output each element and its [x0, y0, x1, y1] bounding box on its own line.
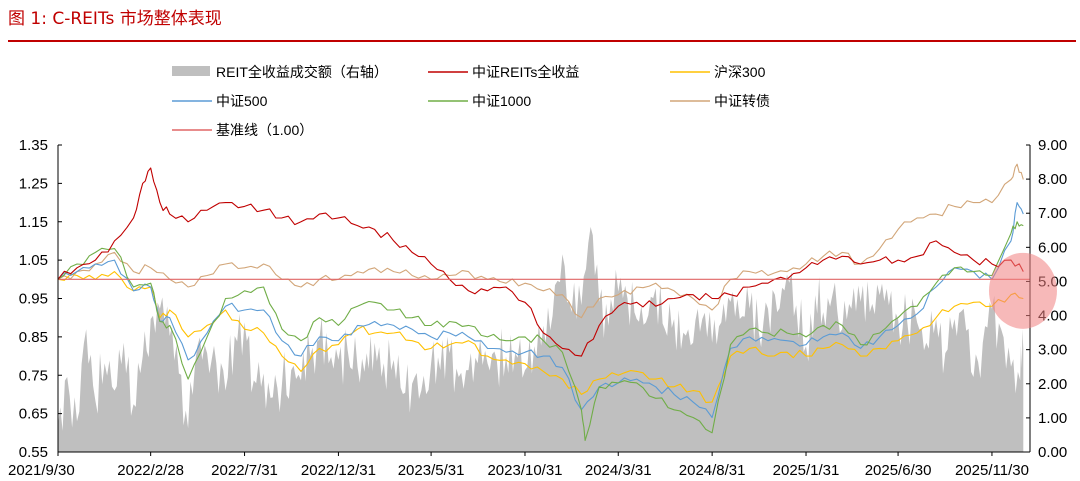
x-tick-label: 2021/9/30	[8, 462, 75, 479]
x-tick-label: 2023/10/31	[487, 462, 562, 479]
left-tick-label: 1.05	[19, 252, 48, 269]
left-tick-label: 1.15	[19, 214, 48, 231]
x-tick-label: 2022/12/31	[301, 462, 376, 479]
left-tick-label: 1.35	[19, 137, 48, 154]
legend-label-zz1000: 中证1000	[472, 93, 531, 109]
legend-label-reits: 中证REITs全收益	[472, 64, 579, 80]
right-tick-label: 8.00	[1038, 171, 1067, 188]
series-lines-layer	[57, 163, 1030, 442]
legend-label-baseline: 基准线（1.00）	[216, 122, 313, 138]
legend-label-zzcb: 中证转债	[714, 93, 770, 109]
hs300-line	[57, 271, 1024, 403]
caption-rule	[8, 40, 1076, 42]
right-tick-label: 6.00	[1038, 239, 1067, 256]
left-tick-label: 0.55	[19, 444, 48, 461]
left-tick-label: 1.25	[19, 175, 48, 192]
highlight-circle	[988, 252, 1057, 329]
x-tick-label: 2025/1/31	[773, 462, 840, 479]
right-tick-label: 1.00	[1038, 410, 1067, 427]
x-tick-label: 2022/2/28	[117, 462, 184, 479]
left-tick-label: 0.85	[19, 329, 48, 346]
legend-label-hs300: 沪深300	[714, 64, 766, 80]
legend-swatch-volume	[172, 66, 210, 76]
volume-area	[58, 226, 1024, 452]
x-tick-label: 2024/8/31	[679, 462, 746, 479]
x-tick-label: 2023/5/31	[398, 462, 465, 479]
legend-label-zz500: 中证500	[216, 93, 268, 109]
x-tick-label: 2025/6/30	[865, 462, 932, 479]
left-tick-label: 0.95	[19, 291, 48, 308]
figure-caption: 图 1: C-REITs 市场整体表现	[8, 9, 222, 29]
legend-label-volume: REIT全收益成交额（右轴）	[216, 64, 388, 80]
right-tick-label: 0.00	[1038, 444, 1067, 461]
x-tick-label: 2024/3/31	[585, 462, 652, 479]
zz500-line	[57, 202, 1024, 419]
right-tick-label: 7.00	[1038, 205, 1067, 222]
zz1000-line	[57, 221, 1024, 442]
volume-area-layer	[58, 226, 1024, 452]
axes-layer: 0.55 0.65 0.75 0.85 0.95 1.05 1.15 1.25 1.35 0.00…	[8, 137, 1067, 479]
right-tick-label: 2.00	[1038, 376, 1067, 393]
right-tick-label: 9.00	[1038, 137, 1067, 154]
left-tick-label: 0.75	[19, 367, 48, 384]
left-tick-label: 0.65	[19, 406, 48, 423]
zzcb-line	[57, 163, 1024, 319]
highlight-layer	[988, 252, 1057, 329]
right-tick-label: 3.00	[1038, 342, 1067, 359]
x-tick-label: 2025/11/30	[955, 462, 1029, 479]
x-tick-label: 2022/7/31	[211, 462, 278, 479]
reits-line	[57, 167, 1024, 357]
legend: REIT全收益成交额（右轴） 中证REITs全收益 沪深300 中证500 中证1000…	[172, 64, 770, 138]
